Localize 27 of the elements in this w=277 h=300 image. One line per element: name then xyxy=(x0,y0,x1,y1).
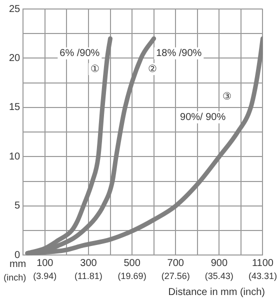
x2-tick-label: (27.56) xyxy=(161,271,190,282)
x2-tick-label: (19.69) xyxy=(118,271,146,282)
annotation: 6% /90% xyxy=(60,48,100,60)
y-tick-label: 10 xyxy=(9,151,21,162)
text: (inch) xyxy=(4,272,26,283)
y-tick-label: 15 xyxy=(9,102,21,114)
x-tick-label: 100 xyxy=(36,258,54,269)
x2-tick-label: (3.94) xyxy=(33,271,57,282)
x-axis-title: Distance in mm (inch) xyxy=(168,286,265,298)
annotation: ③ xyxy=(222,91,232,102)
y-tick-label: 5 xyxy=(14,200,21,212)
x2-tick-label: (11.81) xyxy=(74,271,102,282)
x-tick-label: 900 xyxy=(210,258,228,269)
text: mm xyxy=(9,258,26,270)
x-tick-label: 700 xyxy=(167,258,184,269)
y-tick-label: 20 xyxy=(9,52,21,64)
x2-tick-label: (43.31) xyxy=(248,271,277,282)
x2-tick-label: (35.43) xyxy=(204,271,234,282)
y-tick-label: 25 xyxy=(9,4,21,15)
annotation: ② xyxy=(148,64,158,75)
x-tick-label: 1100 xyxy=(252,258,274,269)
x-tick-label: 300 xyxy=(80,258,98,269)
annotation: ① xyxy=(90,64,100,75)
y-tick-label: 0 xyxy=(14,250,21,261)
x-tick-label: 500 xyxy=(124,258,141,269)
annotation: 18% /90% xyxy=(156,48,202,60)
annotation: 90%/ 90% xyxy=(180,112,226,124)
